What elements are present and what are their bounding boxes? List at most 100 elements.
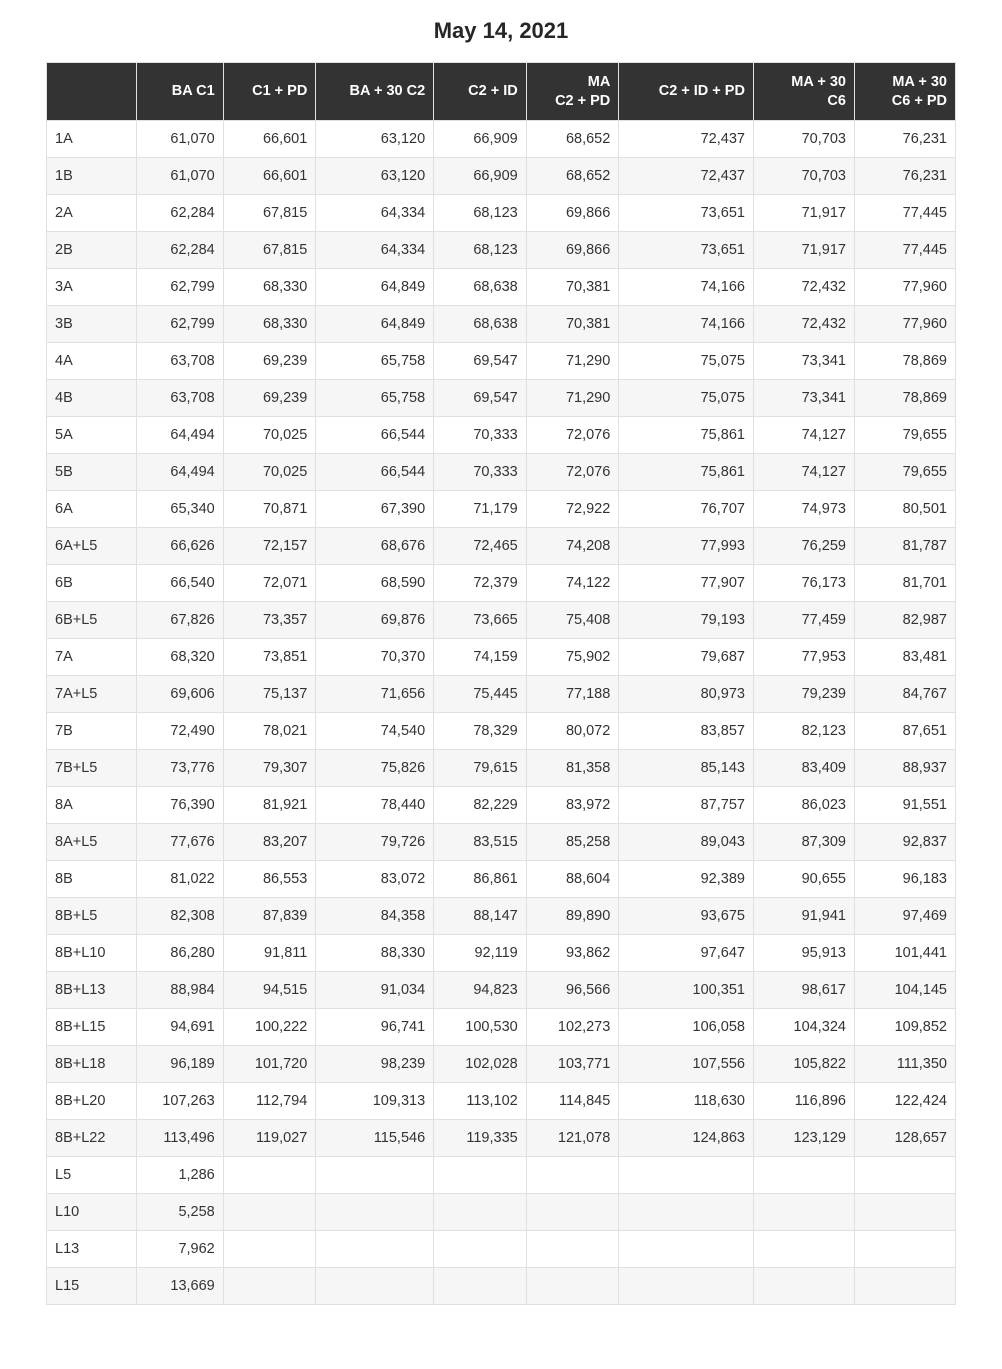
cell-value: 64,494 [137, 417, 223, 454]
row-label: 6A [47, 491, 137, 528]
cell-value: 78,440 [316, 787, 434, 824]
row-label: L5 [47, 1157, 137, 1194]
cell-value: 69,876 [316, 602, 434, 639]
cell-value: 68,123 [434, 232, 527, 269]
cell-value: 71,290 [526, 380, 619, 417]
cell-value [434, 1157, 527, 1194]
table-header: BA C1C1 + PDBA + 30 C2C2 + IDMAC2 + PDC2… [47, 63, 956, 121]
cell-value: 72,157 [223, 528, 316, 565]
cell-value: 93,862 [526, 935, 619, 972]
row-label: 7A+L5 [47, 676, 137, 713]
cell-value [854, 1157, 955, 1194]
cell-value: 103,771 [526, 1046, 619, 1083]
table-row: 6A+L566,62672,15768,67672,46574,20877,99… [47, 528, 956, 565]
table-row: L1513,669 [47, 1268, 956, 1305]
cell-value: 5,258 [137, 1194, 223, 1231]
row-label: 8B+L22 [47, 1120, 137, 1157]
table-row: 4A63,70869,23965,75869,54771,29075,07573… [47, 343, 956, 380]
cell-value: 72,437 [619, 158, 754, 195]
column-header: BA C1 [137, 63, 223, 121]
cell-value: 64,849 [316, 269, 434, 306]
row-label: 8B+L5 [47, 898, 137, 935]
row-label: 8B+L15 [47, 1009, 137, 1046]
cell-value: 69,866 [526, 195, 619, 232]
cell-value: 68,590 [316, 565, 434, 602]
column-header: C1 + PD [223, 63, 316, 121]
cell-value: 68,330 [223, 306, 316, 343]
cell-value: 73,851 [223, 639, 316, 676]
cell-value: 94,823 [434, 972, 527, 1009]
cell-value: 100,222 [223, 1009, 316, 1046]
cell-value: 66,544 [316, 454, 434, 491]
cell-value: 62,799 [137, 269, 223, 306]
cell-value: 75,408 [526, 602, 619, 639]
cell-value: 119,027 [223, 1120, 316, 1157]
cell-value: 77,445 [854, 195, 955, 232]
cell-value: 109,852 [854, 1009, 955, 1046]
cell-value: 113,102 [434, 1083, 527, 1120]
cell-value: 66,601 [223, 121, 316, 158]
cell-value [434, 1231, 527, 1268]
cell-value: 98,617 [753, 972, 854, 1009]
cell-value: 71,917 [753, 195, 854, 232]
cell-value: 81,022 [137, 861, 223, 898]
cell-value: 79,687 [619, 639, 754, 676]
cell-value: 67,815 [223, 195, 316, 232]
cell-value: 93,675 [619, 898, 754, 935]
cell-value: 62,284 [137, 232, 223, 269]
cell-value: 68,676 [316, 528, 434, 565]
cell-value: 94,515 [223, 972, 316, 1009]
cell-value: 71,656 [316, 676, 434, 713]
cell-value: 96,566 [526, 972, 619, 1009]
cell-value: 67,826 [137, 602, 223, 639]
cell-value: 73,357 [223, 602, 316, 639]
cell-value [854, 1268, 955, 1305]
cell-value: 70,025 [223, 454, 316, 491]
row-label: 8B+L18 [47, 1046, 137, 1083]
cell-value: 70,370 [316, 639, 434, 676]
cell-value: 72,465 [434, 528, 527, 565]
cell-value: 68,123 [434, 195, 527, 232]
cell-value: 80,973 [619, 676, 754, 713]
table-row: 8B+L1388,98494,51591,03494,82396,566100,… [47, 972, 956, 1009]
cell-value: 91,551 [854, 787, 955, 824]
cell-value: 64,494 [137, 454, 223, 491]
row-label: 8B [47, 861, 137, 898]
cell-value: 84,358 [316, 898, 434, 935]
cell-value: 118,630 [619, 1083, 754, 1120]
table-row: 7A68,32073,85170,37074,15975,90279,68777… [47, 639, 956, 676]
cell-value: 74,540 [316, 713, 434, 750]
cell-value: 116,896 [753, 1083, 854, 1120]
cell-value: 75,861 [619, 454, 754, 491]
cell-value: 77,907 [619, 565, 754, 602]
cell-value: 73,665 [434, 602, 527, 639]
cell-value [854, 1194, 955, 1231]
cell-value: 82,123 [753, 713, 854, 750]
cell-value: 89,890 [526, 898, 619, 935]
cell-value: 83,409 [753, 750, 854, 787]
cell-value [619, 1157, 754, 1194]
table-row: 8B+L22113,496119,027115,546119,335121,07… [47, 1120, 956, 1157]
cell-value: 76,259 [753, 528, 854, 565]
cell-value: 86,023 [753, 787, 854, 824]
cell-value: 78,869 [854, 380, 955, 417]
cell-value: 111,350 [854, 1046, 955, 1083]
row-label: 4B [47, 380, 137, 417]
cell-value: 64,334 [316, 232, 434, 269]
cell-value: 64,334 [316, 195, 434, 232]
table-row: 8B81,02286,55383,07286,86188,60492,38990… [47, 861, 956, 898]
cell-value [316, 1194, 434, 1231]
cell-value: 66,601 [223, 158, 316, 195]
cell-value: 78,869 [854, 343, 955, 380]
cell-value: 91,034 [316, 972, 434, 1009]
cell-value: 75,075 [619, 380, 754, 417]
cell-value: 62,799 [137, 306, 223, 343]
cell-value: 69,547 [434, 380, 527, 417]
cell-value: 112,794 [223, 1083, 316, 1120]
cell-value: 91,811 [223, 935, 316, 972]
cell-value: 78,329 [434, 713, 527, 750]
row-label: 1A [47, 121, 137, 158]
cell-value: 65,758 [316, 380, 434, 417]
cell-value: 75,861 [619, 417, 754, 454]
cell-value: 81,701 [854, 565, 955, 602]
